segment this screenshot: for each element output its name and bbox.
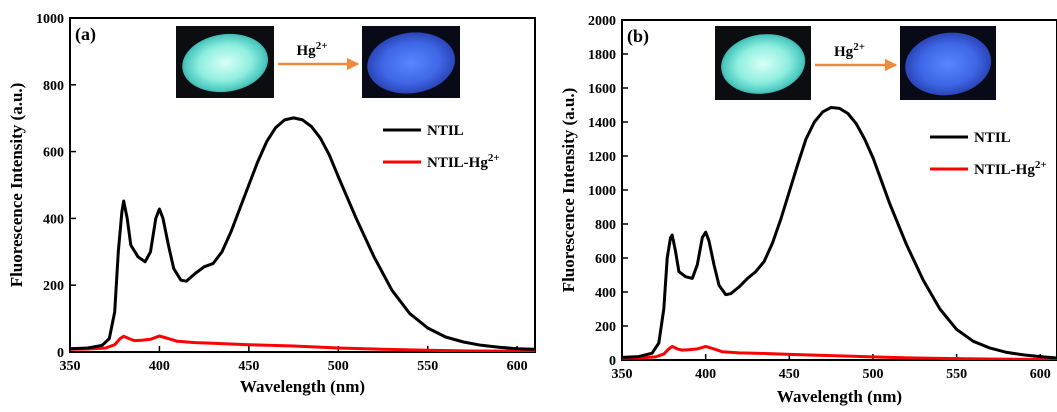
y-tick-label: 1800 [588,48,616,63]
y-axis-title: Fluorescence Intensity (a.u.) [559,88,578,293]
inset-photo-after [900,26,996,100]
y-tick-label: 600 [43,146,64,161]
y-tick-label: 200 [595,320,616,335]
legend-label-superscript: 2+ [488,152,500,164]
legend-label: NTIL-Hg2+ [974,159,1047,178]
x-axis-title: Wavelength (nm) [777,387,902,406]
x-tick-label: 500 [862,367,883,382]
x-tick-label: 350 [60,359,81,374]
x-tick-label: 500 [328,359,349,374]
legend-label-text: NTIL [974,130,1011,146]
inset-photo-after [362,26,460,98]
series-line-ntil-hg [70,334,535,352]
y-tick-label: 2000 [588,14,616,29]
legend-label: NTIL-Hg2+ [427,152,500,171]
legend-item: NTIL-Hg2+ [383,152,500,171]
y-tick-label: 0 [609,354,616,369]
series-line-ntil [622,106,1057,360]
y-tick-label: 1200 [588,150,616,165]
y-tick-label: 600 [595,252,616,267]
legend-label-text: NTIL-Hg [974,162,1035,178]
legend-label-superscript: 2+ [1035,159,1047,171]
y-tick-label: 1000 [588,184,616,199]
x-tick-label: 400 [149,359,170,374]
plot-frame [69,17,536,353]
arrow-label: Hg2+ [834,41,865,60]
legend-item: NTIL [383,123,464,139]
y-tick-label: 1400 [588,116,616,131]
y-tick-label: 400 [43,212,64,227]
x-axis-title: Wavelength (nm) [240,377,365,396]
legend-label-text: NTIL [427,123,464,139]
y-tick-label: 1600 [588,82,616,97]
blue-disk [905,32,992,96]
x-tick-label: 600 [507,359,528,374]
inset-photo-before [715,26,811,100]
y-tick-label: 200 [43,279,64,294]
panel-label: (b) [627,26,649,47]
arrow-label: Hg2+ [297,40,328,59]
legend-label-text: NTIL-Hg [427,155,488,171]
legend-item: NTIL-Hg2+ [930,159,1047,178]
panel-label: (a) [75,24,96,45]
y-tick-label: 800 [595,218,616,233]
blue-disk [367,32,456,94]
series-line-ntil [70,116,535,351]
panel-a: 350 400 450 500 550 600 0 200 400 600 800 1000 Wavel… [7,12,536,396]
cyan-disk [182,33,269,93]
y-tick-label: 400 [595,286,616,301]
y-tick-label: 0 [57,346,64,361]
x-tick-label: 450 [238,359,259,374]
legend-item: NTIL [930,130,1011,146]
x-tick-label: 600 [1030,367,1051,382]
x-tick-label: 400 [695,367,716,382]
inset-photo-before [176,26,274,98]
legend-label: NTIL [427,123,464,139]
x-tick-label: 550 [946,367,967,382]
arrow-label-superscript: 2+ [853,41,865,53]
x-tick-label: 450 [779,367,800,382]
y-tick-label: 800 [43,79,64,94]
y-tick-label: 1000 [36,12,64,27]
y-axis-title: Fluorescence Intensity (a.u.) [7,83,26,288]
cyan-disk [721,34,806,94]
arrow-label-superscript: 2+ [316,40,328,52]
arrow-label-text: Hg [834,44,854,60]
legend-label: NTIL [974,130,1011,146]
x-tick-label: 350 [612,367,633,382]
series-line-ntil-hg [622,344,1057,360]
x-tick-label: 550 [417,359,438,374]
panel-b: 350 400 450 500 550 600 0 200 400 600 800 1000 1200 1… [559,14,1057,406]
arrow-label-text: Hg [297,43,317,59]
